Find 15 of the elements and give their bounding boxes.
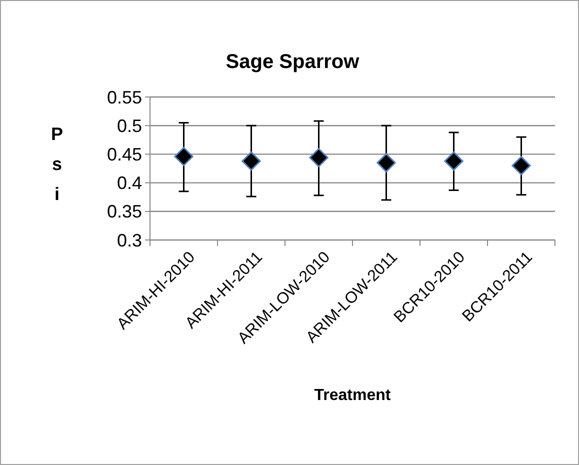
y-tick-label: 0.35 bbox=[106, 202, 142, 222]
point bbox=[174, 146, 194, 166]
y-tick-label: 0.4 bbox=[116, 173, 142, 194]
point bbox=[512, 156, 531, 176]
point bbox=[444, 151, 464, 171]
y-tick-label: 0.5 bbox=[116, 116, 142, 136]
point bbox=[376, 153, 396, 172]
y-tick-label: 0.3 bbox=[116, 230, 142, 250]
y-tick-label: 0.55 bbox=[106, 87, 142, 108]
chart-title: Sage Sparrow bbox=[226, 51, 360, 73]
point bbox=[309, 148, 328, 168]
y-axis-title: Psi bbox=[50, 124, 64, 204]
x-axis-title: Treatment bbox=[314, 387, 392, 404]
point bbox=[242, 151, 261, 171]
y-tick-label: 0.45 bbox=[106, 144, 142, 164]
